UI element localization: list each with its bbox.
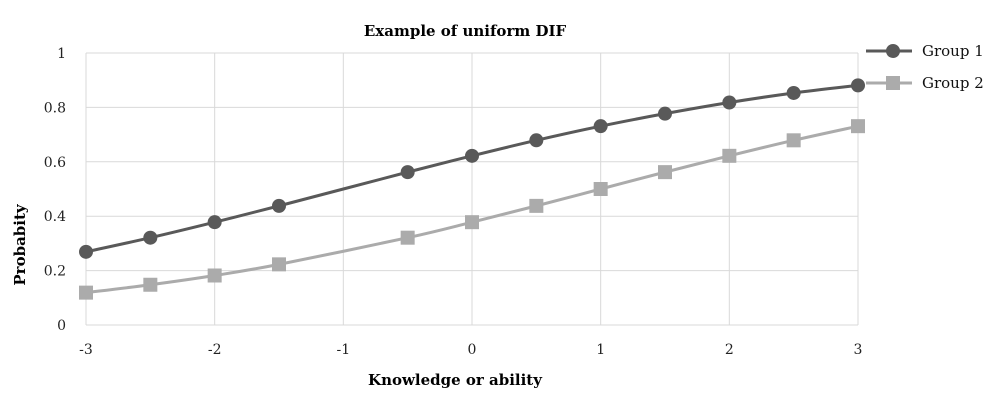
y-tick-label: 1: [57, 46, 66, 62]
y-axis-title: Probabity: [11, 203, 29, 286]
data-point: [272, 257, 286, 272]
data-point: [79, 244, 93, 259]
x-tick-label: -2: [208, 342, 222, 358]
data-point: [143, 230, 158, 245]
data-point: [465, 215, 479, 230]
data-point: [529, 133, 544, 148]
data-point: [465, 148, 479, 163]
data-point: [272, 198, 286, 213]
series-layer: [79, 78, 865, 300]
data-point: [593, 119, 608, 134]
tick-labels: 0 0.2 0.4 0.6 0.8 1 -3 -2 -1 0 1 2 3: [44, 46, 863, 358]
data-point: [722, 148, 737, 163]
data-point: [207, 268, 222, 283]
data-point: [786, 133, 801, 148]
y-tick-label: 0.6: [44, 155, 66, 171]
legend-label: Group 2: [922, 74, 984, 92]
legend: Group 1 Group 2: [866, 42, 984, 92]
y-tick-label: 0.4: [44, 209, 66, 225]
data-point: [851, 119, 865, 134]
data-point: [593, 182, 608, 196]
data-point: [722, 95, 737, 110]
legend-marker: [886, 76, 900, 90]
x-tick-label: 1: [596, 342, 605, 358]
y-tick-label: 0.8: [44, 100, 66, 116]
y-tick-label: 0.2: [44, 264, 66, 280]
data-point: [400, 230, 415, 245]
data-point: [207, 215, 222, 230]
data-point: [658, 165, 672, 180]
data-point: [400, 165, 415, 180]
data-point: [786, 85, 801, 100]
x-axis-title: Knowledge or ability: [368, 371, 543, 389]
x-tick-label: 3: [854, 342, 863, 358]
x-tick-label: -1: [337, 342, 351, 358]
x-tick-label: -3: [79, 342, 93, 358]
y-tick-label: 0: [57, 318, 66, 334]
x-tick-label: 0: [468, 342, 477, 358]
chart-title: Example of uniform DIF: [364, 22, 567, 40]
legend-item: Group 1: [866, 42, 984, 60]
x-tick-label: 2: [725, 342, 734, 358]
series-group-1: [79, 78, 865, 259]
grid: [85, 52, 859, 326]
data-point: [851, 78, 865, 93]
legend-item: Group 2: [866, 74, 984, 92]
data-point: [658, 106, 672, 121]
data-point: [529, 198, 544, 213]
legend-label: Group 1: [922, 42, 984, 60]
data-point: [143, 277, 158, 292]
legend-marker: [886, 44, 900, 58]
data-point: [79, 285, 93, 300]
series-group-2: [79, 119, 865, 300]
